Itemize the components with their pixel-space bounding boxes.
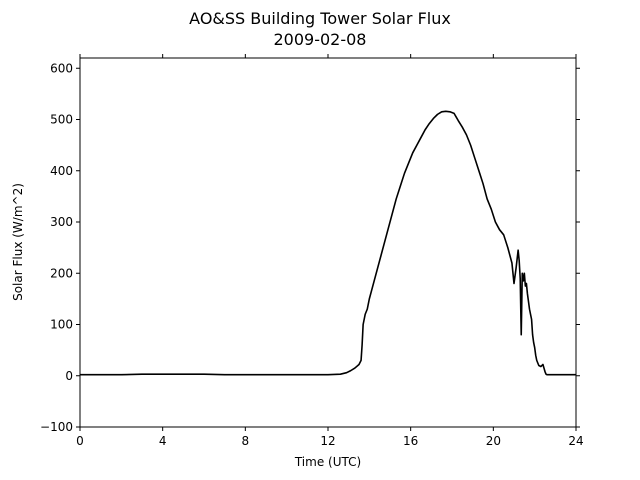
x-tick-label: 24: [568, 434, 583, 448]
x-axis-label: Time (UTC): [294, 455, 361, 469]
y-tick-label: 400: [50, 164, 73, 178]
data-series-line: [80, 110, 576, 376]
x-tick-label: 16: [403, 434, 418, 448]
x-tick-label: 0: [76, 434, 84, 448]
y-tick-label: 500: [50, 113, 73, 127]
x-tick-label: 20: [486, 434, 501, 448]
y-tick-label: 0: [65, 369, 73, 383]
y-tick-label: 600: [50, 61, 73, 75]
x-tick-label: 12: [320, 434, 335, 448]
y-axis: −100 0 100 200 300 400 500 600: [40, 61, 580, 434]
plot-frame: [79, 57, 577, 428]
x-tick-label: 8: [242, 434, 250, 448]
chart-title: AO&SS Building Tower Solar Flux: [189, 9, 451, 28]
y-axis-label: Solar Flux (W/m^2): [11, 183, 25, 301]
y-tick-label: 100: [50, 318, 73, 332]
y-tick-label: 300: [50, 215, 73, 229]
x-axis: 0 4 8 12 16 20 24: [76, 54, 584, 448]
y-tick-label: 200: [50, 266, 73, 280]
y-tick-label: −100: [40, 420, 73, 434]
x-tick-label: 4: [159, 434, 167, 448]
chart-subtitle: 2009-02-08: [274, 30, 367, 49]
